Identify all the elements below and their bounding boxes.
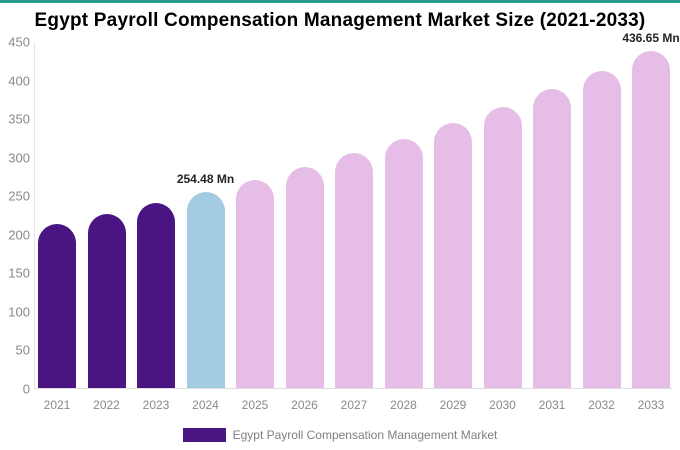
bar-2027[interactable] [335,153,373,388]
chart-title: Egypt Payroll Compensation Management Ma… [34,10,646,31]
y-tick-label: 250 [8,188,30,204]
bar-2030[interactable] [483,106,522,388]
x-tick-label: 2028 [390,398,417,412]
bar-2024[interactable] [186,191,225,388]
y-tick-label: 100 [8,304,30,320]
y-tick-label: 50 [15,342,30,358]
y-tick-label: 450 [8,34,30,50]
y-tick-label: 200 [8,227,30,243]
bar-column-2030: 2030 [483,42,522,412]
bar-2023[interactable] [137,203,175,388]
x-tick-label: 2031 [538,398,566,412]
bar-2033[interactable] [632,51,670,388]
bar-column-2021: 2021 [38,42,76,412]
y-tick-label: 300 [8,150,30,166]
bar-column-2032: 2032 [582,42,621,412]
bar-2026[interactable] [285,166,324,388]
y-tick-label: 350 [8,111,30,127]
legend-label: Egypt Payroll Compensation Management Ma… [232,428,498,442]
bar-column-2029: 2029 [434,42,472,412]
bar-2031[interactable] [533,89,571,388]
y-axis: 0 50 100 150 200 250 300 350 400 450 [0,36,30,396]
bar-column-2033: 2033 436.65 Mn [622,31,679,412]
bar-column-2026: 2026 [285,42,324,412]
x-tick-label: 2022 [93,398,120,412]
bar-column-2023: 2023 [137,42,175,412]
bar-column-2028: 2028 [384,42,423,412]
bar-column-2024: 2024 254.48 Mn [177,42,234,412]
x-tick-label: 2027 [340,398,368,412]
x-tick-label: 2033 [637,398,665,412]
y-tick-label: 0 [22,381,30,397]
bar-2025[interactable] [236,179,274,388]
bar-value-annotation: 254.48 Mn [176,171,235,186]
x-tick-label: 2023 [142,398,170,412]
bar-2032[interactable] [582,70,621,388]
x-tick-label: 2032 [588,398,615,412]
top-accent-bar [0,0,680,3]
x-tick-label: 2025 [241,398,269,412]
x-tick-label: 2021 [43,398,71,412]
x-tick-label: 2024 [192,398,219,412]
bar-value-annotation: 436.65 Mn [622,31,680,46]
bar-column-2027: 2027 [335,42,373,412]
bar-column-2022: 2022 [87,42,126,412]
bar-2029[interactable] [434,123,472,388]
y-tick-label: 400 [8,73,30,89]
x-tick-label: 2030 [489,398,516,412]
bar-2022[interactable] [87,213,126,388]
x-tick-label: 2029 [439,398,467,412]
bar-column-2025: 2025 [236,42,274,412]
legend-item[interactable]: Egypt Payroll Compensation Management Ma… [0,426,680,444]
y-tick-label: 150 [8,265,30,281]
legend-swatch [182,428,226,442]
bar-2021[interactable] [38,224,76,388]
x-tick-label: 2026 [291,398,318,412]
plot-area: 2021 2022 2023 2024 254.48 Mn 2025 2026 2027 202… [34,31,680,412]
bar-2028[interactable] [384,138,423,388]
bar-column-2031: 2031 [533,42,571,412]
